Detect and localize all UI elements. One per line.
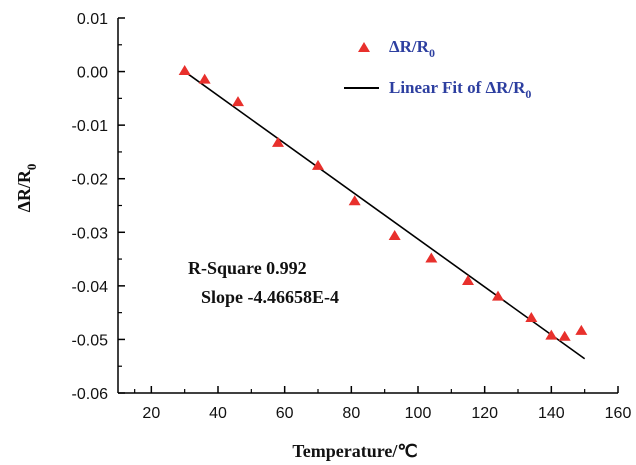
annotation-r-square: R-Square 0.992: [188, 258, 307, 278]
x-tick-label: 100: [405, 405, 432, 422]
data-point: [558, 330, 571, 341]
x-axis-title: Temperature/℃: [292, 441, 417, 461]
x-tick-label: 80: [342, 405, 360, 422]
fit-line: [184, 70, 586, 360]
data-point: [492, 290, 504, 301]
data-point: [545, 329, 558, 340]
y-tick-label: -0.01: [72, 118, 109, 135]
data-point: [462, 275, 474, 286]
x-tick-label: 20: [142, 405, 160, 422]
data-point: [425, 252, 438, 263]
legend-fit-sub: 0: [525, 87, 531, 101]
legend-entry-fit: Linear Fit of ΔR/R0: [389, 78, 531, 101]
legend-scatter-sub: 0: [429, 46, 435, 60]
y-tick-label: -0.06: [72, 386, 109, 403]
annotation-slope: Slope -4.46658E-4: [201, 287, 339, 307]
y-tick-label: 0.00: [77, 65, 108, 82]
x-tick-label: 140: [538, 405, 565, 422]
legend-scatter-label: ΔR/R: [389, 37, 430, 56]
svg-text:ΔR/R0: ΔR/R0: [14, 164, 39, 213]
data-point: [232, 96, 244, 107]
legend-fit-label: Linear Fit of ΔR/R: [389, 78, 526, 97]
legend-entry-scatter: ΔR/R0: [389, 37, 435, 60]
y-axis-title-main: ΔR/R: [14, 169, 34, 212]
x-tick-label: 60: [276, 405, 294, 422]
data-point: [388, 230, 401, 241]
data-point: [178, 65, 191, 76]
y-tick-label: -0.03: [72, 225, 109, 242]
y-tick-label: -0.02: [72, 172, 109, 189]
data-point: [348, 195, 361, 206]
y-tick-label: -0.05: [72, 332, 109, 349]
y-tick-label: 0.01: [77, 11, 108, 28]
data-point: [575, 324, 588, 335]
data-point: [312, 159, 324, 170]
legend-marker-triangle: [358, 42, 370, 52]
legend: ΔR/R0 Linear Fit of ΔR/R0: [344, 37, 531, 101]
x-tick-label: 120: [471, 405, 498, 422]
data-point: [198, 73, 211, 84]
x-tick-label: 160: [605, 405, 632, 422]
data-point: [272, 136, 284, 147]
y-axis-title-sub: 0: [24, 164, 39, 171]
plot-area: 0.01 0.00 -0.01 -0.02 -0.03 -0.04 -0.05 -0.06 20…: [72, 11, 632, 422]
y-tick-label: -0.04: [72, 279, 109, 296]
x-tick-label: 40: [209, 405, 227, 422]
y-axis-title: ΔR/R0: [14, 164, 39, 213]
data-point: [525, 312, 538, 322]
